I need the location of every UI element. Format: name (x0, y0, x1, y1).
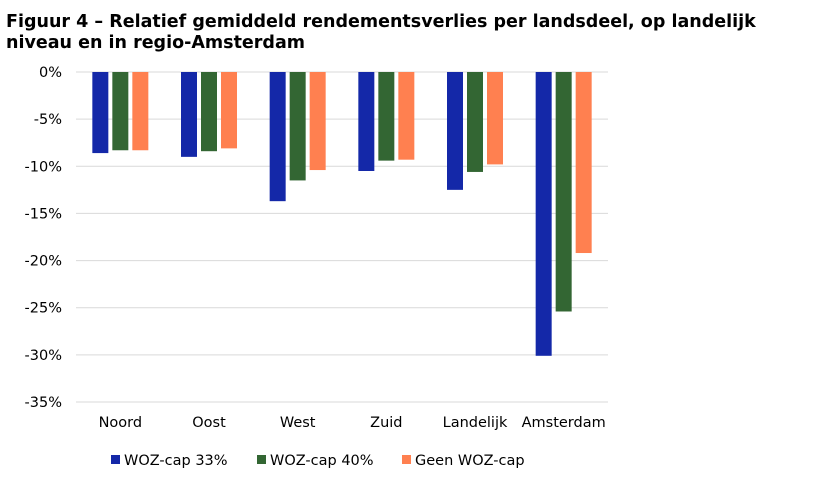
y-axis-tick-labels: 0% -5% -10% -15% -20% -25% -30% -35% (25, 65, 62, 411)
bar-zuid-series-1 (358, 72, 375, 171)
bar-amsterdam-series-1 (535, 72, 552, 356)
legend-label: Geen WOZ-cap (415, 453, 525, 469)
legend-swatch (111, 455, 120, 464)
y-tick-label: -5% (34, 112, 62, 128)
x-category-label: West (280, 415, 316, 431)
bar-amsterdam-series-3 (575, 72, 592, 254)
bar-west-series-2 (289, 72, 306, 181)
legend-swatch (257, 455, 266, 464)
chart-title: Figuur 4 – Relatief gemiddeld rendements… (6, 12, 756, 53)
y-tick-label: -10% (25, 159, 62, 175)
x-category-label: Noord (99, 415, 143, 431)
gridlines (76, 71, 608, 403)
y-tick-label: -25% (25, 301, 62, 317)
bar-landelijk-series-3 (487, 72, 503, 165)
x-category-label: Zuid (370, 415, 402, 431)
bar-oost-series-3 (221, 72, 237, 149)
x-category-label: Amsterdam (522, 415, 606, 431)
bar-west-series-1 (269, 72, 286, 202)
bar-noord-series-2 (112, 72, 129, 151)
bar-landelijk-series-1 (447, 72, 463, 190)
legend: WOZ-cap 33% WOZ-cap 40% Geen WOZ-cap (111, 453, 525, 469)
y-tick-label: -15% (25, 206, 62, 222)
y-tick-label: -30% (25, 348, 62, 364)
bar-noord-series-3 (132, 72, 149, 151)
y-tick-label: 0% (39, 65, 62, 81)
y-tick-label: -20% (25, 254, 62, 270)
x-axis-category-labels: Noord Oost West Zuid Landelijk Amsterdam (99, 415, 606, 431)
bars (92, 72, 592, 356)
x-category-label: Oost (192, 415, 226, 431)
bar-zuid-series-3 (398, 72, 415, 160)
legend-label: WOZ-cap 33% (124, 453, 228, 469)
bar-landelijk-series-2 (467, 72, 483, 172)
bar-amsterdam-series-2 (555, 72, 572, 312)
bar-oost-series-1 (181, 72, 197, 157)
bar-oost-series-2 (201, 72, 217, 152)
x-category-label: Landelijk (443, 415, 508, 431)
legend-swatch (402, 455, 411, 464)
bar-zuid-series-2 (378, 72, 395, 161)
legend-label: WOZ-cap 40% (270, 453, 374, 469)
bar-noord-series-1 (92, 72, 109, 154)
y-tick-label: -35% (25, 395, 62, 411)
bar-west-series-3 (309, 72, 326, 171)
